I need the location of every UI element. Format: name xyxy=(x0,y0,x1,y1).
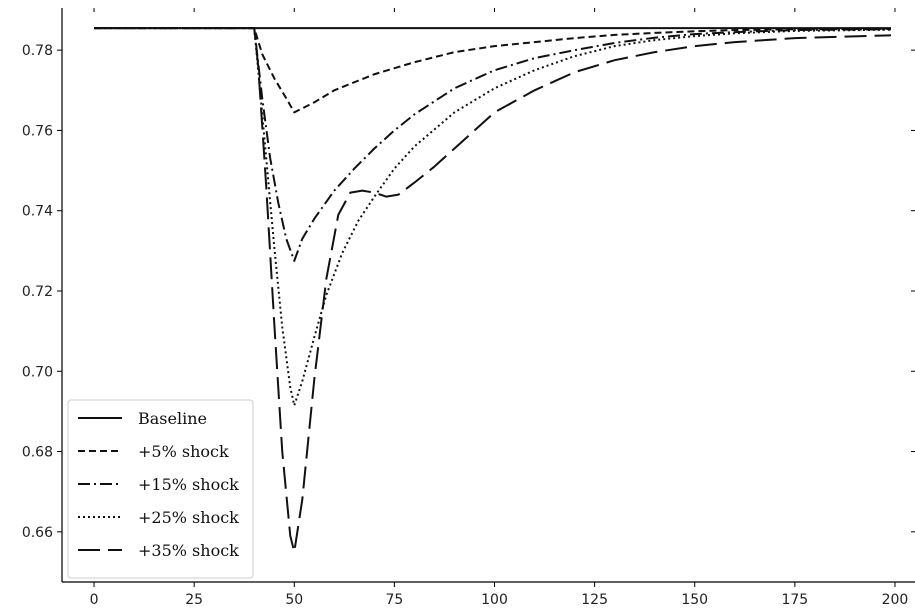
x-tick-label: 50 xyxy=(285,592,303,608)
legend-label: +35% shock xyxy=(138,541,239,560)
y-tick-label: 0.66 xyxy=(22,525,53,541)
legend-box xyxy=(67,399,254,579)
x-tick-label: 175 xyxy=(781,592,808,608)
y-tick-label: 0.76 xyxy=(22,123,53,139)
series-group xyxy=(94,27,891,553)
legend-label: +25% shock xyxy=(138,508,239,527)
x-tick-label: 0 xyxy=(90,592,99,608)
series-line-5 xyxy=(94,27,891,553)
y-tick-label: 0.74 xyxy=(22,204,53,220)
x-tick-label: 200 xyxy=(882,592,909,608)
axes: 0 25 50 75 100 125 150 175 200 0.66 0.68 0.70 0.72 0.… xyxy=(22,8,915,608)
x-tick-label: 25 xyxy=(185,592,203,608)
y-tick-label: 0.68 xyxy=(22,445,53,461)
x-tick-label: 150 xyxy=(681,592,708,608)
legend-label: Baseline xyxy=(138,409,207,428)
legend-label: +15% shock xyxy=(138,475,239,494)
x-tick-label: 125 xyxy=(581,592,608,608)
y-tick-label: 0.78 xyxy=(22,43,53,59)
y-tick-label: 0.70 xyxy=(22,364,53,380)
legend: Baseline +5% shock +15% shock +25% shock +35… xyxy=(67,399,254,579)
series-line-2 xyxy=(94,27,891,114)
y-tick-label: 0.72 xyxy=(22,284,53,300)
x-tick-label: 100 xyxy=(481,592,508,608)
series-line-4 xyxy=(94,27,891,407)
legend-label: +5% shock xyxy=(138,442,229,461)
series-line-3 xyxy=(94,27,891,262)
x-tick-label: 75 xyxy=(385,592,403,608)
